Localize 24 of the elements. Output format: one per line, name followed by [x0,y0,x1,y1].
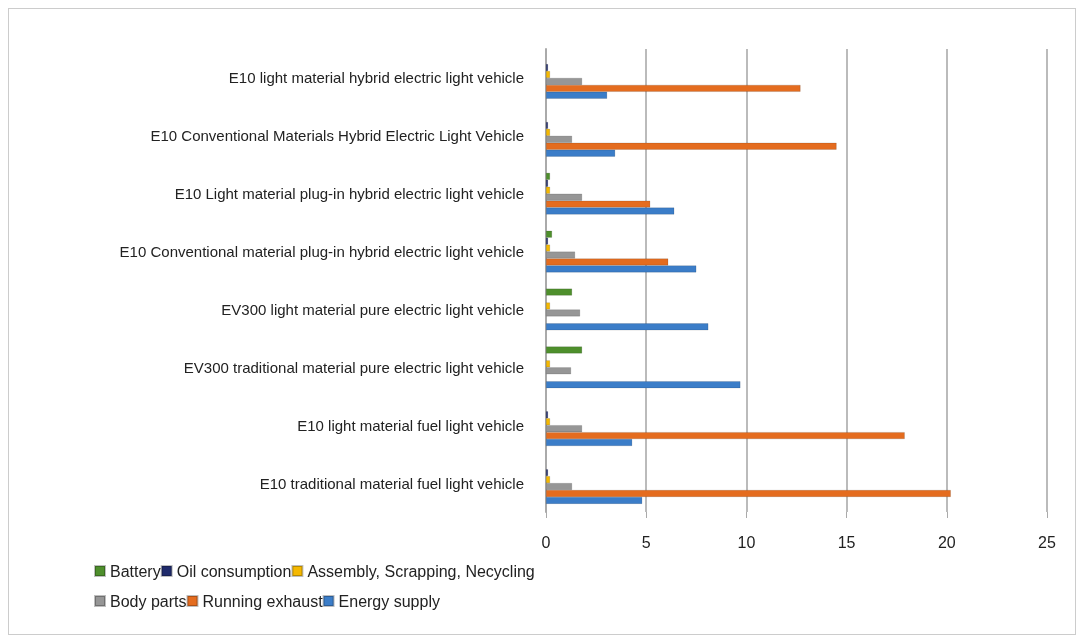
legend-label: Assembly, Scrapping, Necycling [307,562,535,580]
x-tick-label: 15 [837,533,856,551]
x-tick-label: 10 [737,533,756,551]
x-tick-label: 5 [641,533,651,551]
x-tick-label: 25 [1038,533,1056,551]
y-tick-label: E10 Conventional material plug-in hybrid electric light vehicle [119,243,524,261]
y-tick-label: E10 Light material plug-in hybrid electric light vehicle [174,185,524,203]
bar [546,288,573,296]
y-tick-label: E10 Conventional Materials Hybrid Electric Light Vehicle [150,127,524,145]
bar [546,346,583,354]
x-tick-label: 20 [937,533,956,551]
legend-label: Battery [110,562,161,580]
legend-label: Body parts [110,592,187,610]
y-tick-label: E10 light material fuel light vehicle [297,416,524,434]
y-tick-label: EV300 traditional material pure electric light vehicle [183,358,524,376]
bar [546,323,709,331]
x-tick-label: 0 [541,533,551,551]
legend-label: Running exhaust [202,592,324,610]
y-tick-label: EV300 light material pure electric light vehicle [221,300,524,318]
y-tick-label: E10 light material hybrid electric light vehicle [228,69,524,87]
legend-label: Oil consumption [176,562,292,580]
legend-label: Energy supply [338,592,440,610]
bar [546,381,741,389]
y-tick-label: E10 traditional material fuel light vehicle [259,474,524,492]
